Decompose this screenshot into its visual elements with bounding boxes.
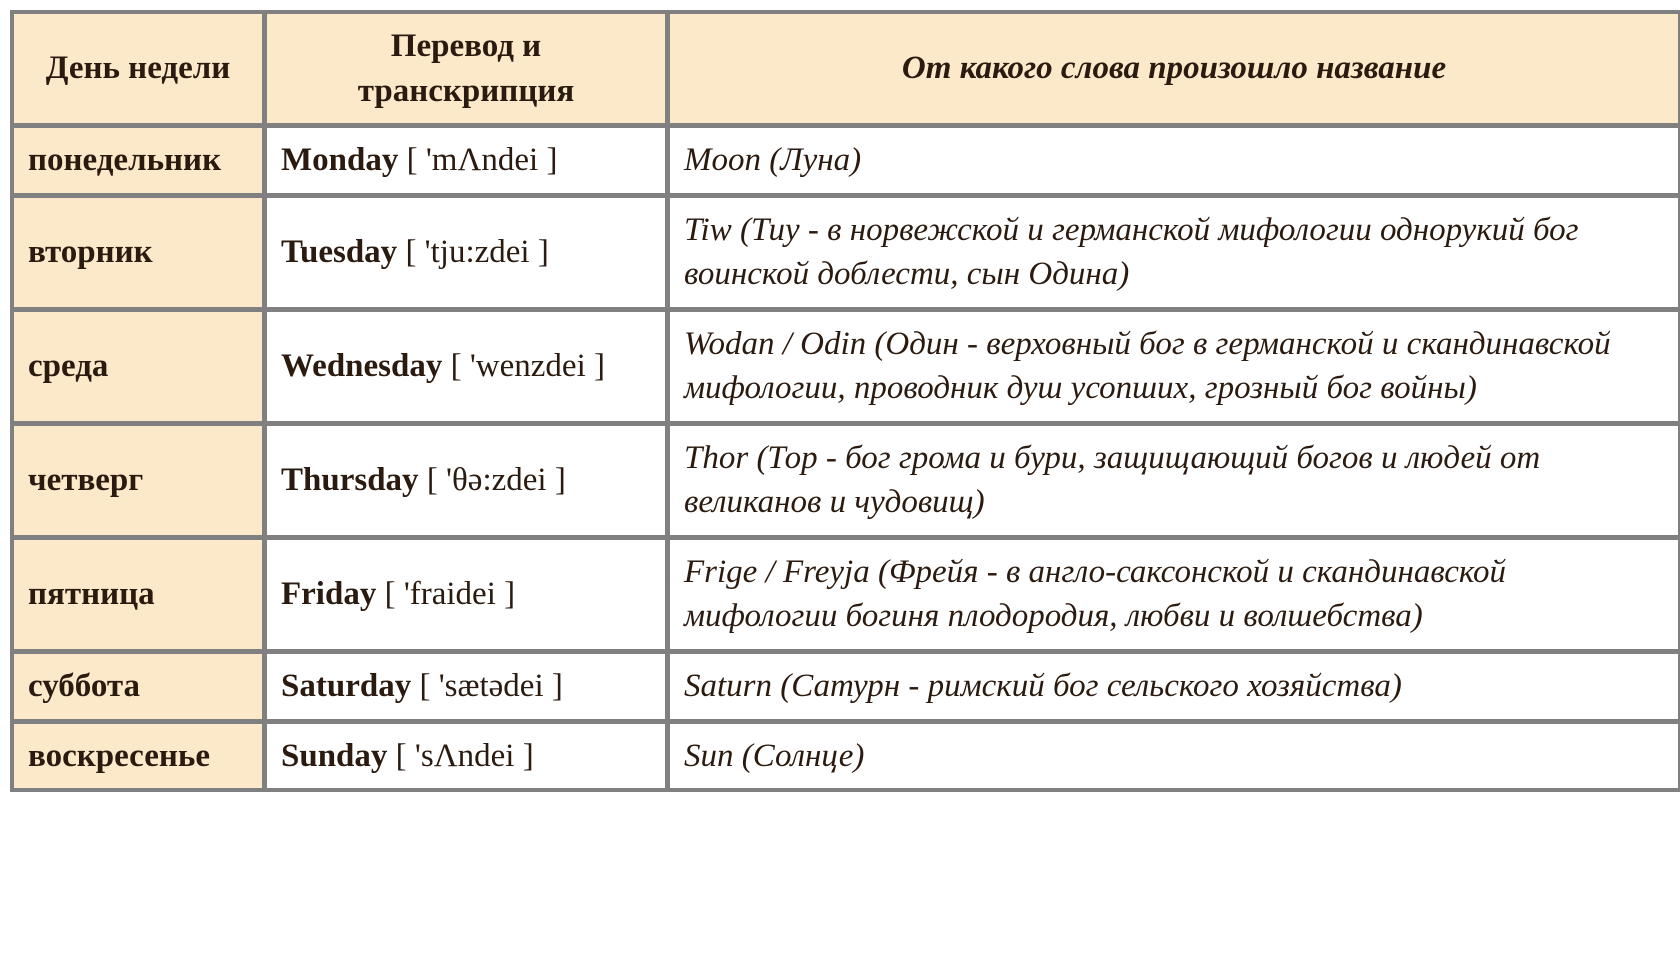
ipa-transcription: [ 'sætədei ] [419,668,562,704]
day-cell: воскресенье [13,723,263,790]
days-of-week-table: День недели Перевод и транскрипция От ка… [10,10,1680,792]
day-cell: суббота [13,653,263,720]
english-word: Wednesday [281,348,442,384]
day-cell: понедельник [13,127,263,194]
header-day: День недели [13,13,263,124]
origin-cell: Tiw (Тиу - в норвежской и германской миф… [669,197,1679,308]
english-word: Tuesday [281,234,397,270]
translation-cell: Tuesday [ 'tju:zdei ] [266,197,666,308]
origin-cell: Saturn (Сатурн - римский бог сельского х… [669,653,1679,720]
translation-cell: Sunday [ 'sΛndei ] [266,723,666,790]
ipa-transcription: [ 'fraidei ] [385,576,516,612]
table-row: четвергThursday [ 'θə:zdei ]Thor (Тор - … [13,425,1679,536]
origin-cell: Thor (Тор - бог грома и бури, защищающий… [669,425,1679,536]
table-body: понедельникMonday [ 'mΛndei ]Moon (Луна)… [13,127,1679,789]
english-word: Sunday [281,738,387,774]
translation-cell: Monday [ 'mΛndei ] [266,127,666,194]
header-origin: От какого слова произошло название [669,13,1679,124]
ipa-transcription: [ 'mΛndei ] [407,142,558,178]
ipa-transcription: [ 'wenzdei ] [451,348,605,384]
origin-cell: Wodan / Odin (Один - верховный бог в гер… [669,311,1679,422]
table-row: средаWednesday [ 'wenzdei ]Wodan / Odin … [13,311,1679,422]
translation-cell: Friday [ 'fraidei ] [266,539,666,650]
header-translation: Перевод и транскрипция [266,13,666,124]
origin-cell: Frige / Freyja (Фрейя - в англо-саксонск… [669,539,1679,650]
ipa-transcription: [ 'tju:zdei ] [405,234,548,270]
table-row: понедельникMonday [ 'mΛndei ]Moon (Луна) [13,127,1679,194]
translation-cell: Saturday [ 'sætədei ] [266,653,666,720]
day-cell: среда [13,311,263,422]
english-word: Saturday [281,668,411,704]
table-header-row: День недели Перевод и транскрипция От ка… [13,13,1679,124]
table-row: субботаSaturday [ 'sætədei ]Saturn (Сату… [13,653,1679,720]
table-row: вторникTuesday [ 'tju:zdei ]Tiw (Тиу - в… [13,197,1679,308]
origin-cell: Moon (Луна) [669,127,1679,194]
table-row: воскресеньеSunday [ 'sΛndei ]Sun (Солнце… [13,723,1679,790]
translation-cell: Thursday [ 'θə:zdei ] [266,425,666,536]
english-word: Monday [281,142,398,178]
english-word: Friday [281,576,376,612]
day-cell: вторник [13,197,263,308]
day-cell: пятница [13,539,263,650]
english-word: Thursday [281,462,419,498]
ipa-transcription: [ 'sΛndei ] [396,738,534,774]
day-cell: четверг [13,425,263,536]
ipa-transcription: [ 'θə:zdei ] [427,462,566,498]
translation-cell: Wednesday [ 'wenzdei ] [266,311,666,422]
origin-cell: Sun (Солнце) [669,723,1679,790]
table-row: пятницаFriday [ 'fraidei ]Frige / Freyja… [13,539,1679,650]
